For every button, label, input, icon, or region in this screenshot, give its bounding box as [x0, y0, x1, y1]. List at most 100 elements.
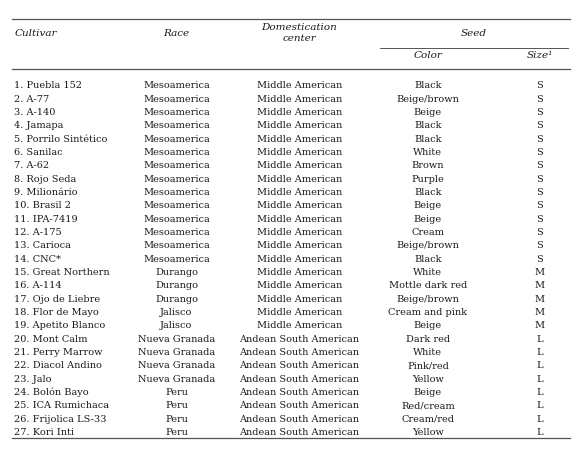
- Text: Red/cream: Red/cream: [401, 400, 455, 410]
- Text: Peru: Peru: [165, 400, 188, 410]
- Text: Beige/brown: Beige/brown: [396, 241, 459, 250]
- Text: 18. Flor de Mayo: 18. Flor de Mayo: [15, 307, 99, 316]
- Text: M: M: [535, 281, 545, 289]
- Text: Mesoamerica: Mesoamerica: [143, 134, 210, 143]
- Text: 1. Puebla 152: 1. Puebla 152: [15, 81, 83, 90]
- Text: Mesoamerica: Mesoamerica: [143, 121, 210, 130]
- Text: Mesoamerica: Mesoamerica: [143, 147, 210, 157]
- Text: Mesoamerica: Mesoamerica: [143, 241, 210, 250]
- Text: 6. Sanilac: 6. Sanilac: [15, 147, 63, 157]
- Text: Black: Black: [414, 254, 442, 263]
- Text: Beige: Beige: [414, 387, 442, 396]
- Text: Mesoamerica: Mesoamerica: [143, 81, 210, 90]
- Text: Middle American: Middle American: [257, 320, 342, 329]
- Text: S: S: [536, 214, 543, 223]
- Text: 16. A-114: 16. A-114: [15, 281, 62, 289]
- Text: Beige/brown: Beige/brown: [396, 95, 459, 103]
- Text: Mesoamerica: Mesoamerica: [143, 254, 210, 263]
- Text: 20. Mont Calm: 20. Mont Calm: [15, 334, 88, 343]
- Text: White: White: [413, 347, 442, 356]
- Text: 23. Jalo: 23. Jalo: [15, 374, 52, 383]
- Text: Middle American: Middle American: [257, 307, 342, 316]
- Text: Mesoamerica: Mesoamerica: [143, 214, 210, 223]
- Text: M: M: [535, 320, 545, 329]
- Text: Middle American: Middle American: [257, 241, 342, 250]
- Text: Peru: Peru: [165, 427, 188, 436]
- Text: Beige: Beige: [414, 214, 442, 223]
- Text: S: S: [536, 241, 543, 250]
- Text: S: S: [536, 254, 543, 263]
- Text: 17. Ojo de Liebre: 17. Ojo de Liebre: [15, 294, 101, 303]
- Text: L: L: [537, 400, 543, 410]
- Text: Middle American: Middle American: [257, 81, 342, 90]
- Text: Andean South American: Andean South American: [239, 387, 359, 396]
- Text: Middle American: Middle American: [257, 95, 342, 103]
- Text: S: S: [536, 174, 543, 183]
- Text: Nueva Granada: Nueva Granada: [138, 374, 215, 383]
- Text: 19. Apetito Blanco: 19. Apetito Blanco: [15, 320, 106, 329]
- Text: 15. Great Northern: 15. Great Northern: [15, 268, 110, 276]
- Text: Middle American: Middle American: [257, 147, 342, 157]
- Text: Mottle dark red: Mottle dark red: [389, 281, 467, 289]
- Text: Andean South American: Andean South American: [239, 400, 359, 410]
- Text: L: L: [537, 414, 543, 423]
- Text: Cultivar: Cultivar: [15, 29, 57, 38]
- Text: S: S: [536, 95, 543, 103]
- Text: Middle American: Middle American: [257, 214, 342, 223]
- Text: 3. A-140: 3. A-140: [15, 108, 56, 117]
- Text: Peru: Peru: [165, 414, 188, 423]
- Text: Durango: Durango: [155, 294, 198, 303]
- Text: 22. Diacol Andino: 22. Diacol Andino: [15, 360, 102, 369]
- Text: Nueva Granada: Nueva Granada: [138, 334, 215, 343]
- Text: S: S: [536, 161, 543, 170]
- Text: Mesoamerica: Mesoamerica: [143, 187, 210, 197]
- Text: S: S: [536, 187, 543, 197]
- Text: S: S: [536, 81, 543, 90]
- Text: White: White: [413, 268, 442, 276]
- Text: Middle American: Middle American: [257, 187, 342, 197]
- Text: 21. Perry Marrow: 21. Perry Marrow: [15, 347, 103, 356]
- Text: Andean South American: Andean South American: [239, 334, 359, 343]
- Text: S: S: [536, 147, 543, 157]
- Text: 25. ICA Rumichaca: 25. ICA Rumichaca: [15, 400, 109, 410]
- Text: Andean South American: Andean South American: [239, 360, 359, 369]
- Text: 24. Bolón Bayo: 24. Bolón Bayo: [15, 387, 89, 396]
- Text: Peru: Peru: [165, 387, 188, 396]
- Text: Mesoamerica: Mesoamerica: [143, 228, 210, 237]
- Text: Size¹: Size¹: [527, 51, 553, 60]
- Text: Middle American: Middle American: [257, 228, 342, 237]
- Text: Nueva Granada: Nueva Granada: [138, 347, 215, 356]
- Text: Color: Color: [413, 51, 442, 60]
- Text: 11. IPA-7419: 11. IPA-7419: [15, 214, 78, 223]
- Text: 27. Kori Inti: 27. Kori Inti: [15, 427, 74, 436]
- Text: Durango: Durango: [155, 281, 198, 289]
- Text: Yellow: Yellow: [412, 374, 444, 383]
- Text: S: S: [536, 108, 543, 117]
- Text: 8. Rojo Seda: 8. Rojo Seda: [15, 174, 77, 183]
- Text: Andean South American: Andean South American: [239, 347, 359, 356]
- Text: M: M: [535, 294, 545, 303]
- Text: 13. Carioca: 13. Carioca: [15, 241, 72, 250]
- Text: Black: Black: [414, 134, 442, 143]
- Text: Black: Black: [414, 121, 442, 130]
- Text: Black: Black: [414, 187, 442, 197]
- Text: Purple: Purple: [411, 174, 444, 183]
- Text: Cream and pink: Cream and pink: [388, 307, 467, 316]
- Text: L: L: [537, 334, 543, 343]
- Text: Mesoamerica: Mesoamerica: [143, 161, 210, 170]
- Text: White: White: [413, 147, 442, 157]
- Text: Middle American: Middle American: [257, 161, 342, 170]
- Text: Middle American: Middle American: [257, 268, 342, 276]
- Text: Mesoamerica: Mesoamerica: [143, 201, 210, 210]
- Text: Middle American: Middle American: [257, 108, 342, 117]
- Text: L: L: [537, 387, 543, 396]
- Text: Cream: Cream: [411, 228, 445, 237]
- Text: Beige: Beige: [414, 108, 442, 117]
- Text: Middle American: Middle American: [257, 121, 342, 130]
- Text: Black: Black: [414, 81, 442, 90]
- Text: Beige: Beige: [414, 320, 442, 329]
- Text: Race: Race: [164, 29, 190, 38]
- Text: Mesoamerica: Mesoamerica: [143, 174, 210, 183]
- Text: S: S: [536, 228, 543, 237]
- Text: Beige/brown: Beige/brown: [396, 294, 459, 303]
